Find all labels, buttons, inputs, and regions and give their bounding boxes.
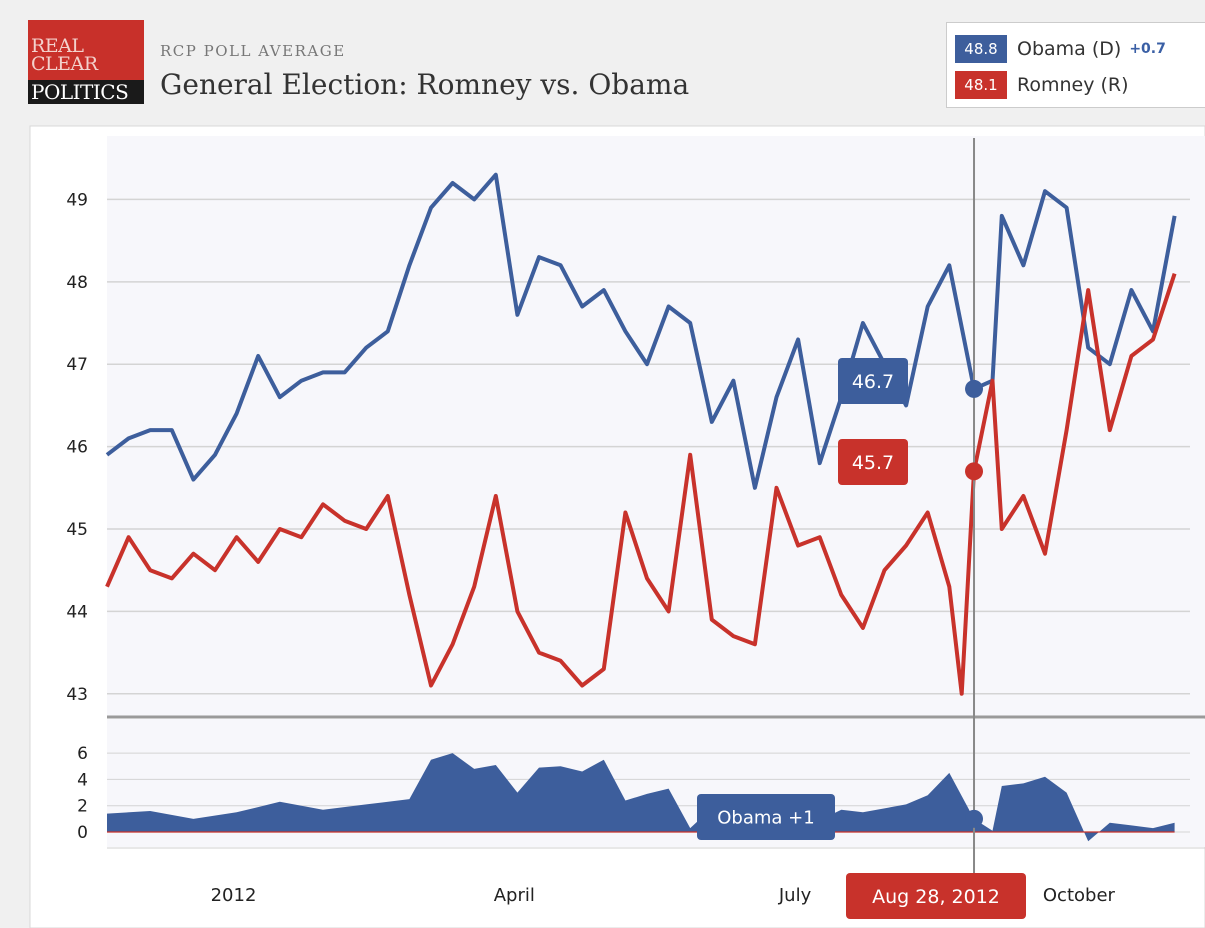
logo-line-politics: POLITICS [28, 80, 144, 104]
main-y-tick-label: 44 [66, 602, 88, 622]
page-title: General Election: Romney vs. Obama [160, 68, 690, 101]
romney-line[interactable] [105, 272, 1177, 696]
main-y-axis: 43 44 45 46 47 48 49 [66, 190, 88, 704]
main-y-tick-label: 49 [66, 190, 88, 210]
main-plot-area [107, 136, 1205, 716]
obama-line[interactable] [105, 172, 1177, 490]
spread-area-shape [107, 753, 1175, 842]
poll-kicker: RCP POLL AVERAGE [160, 42, 346, 60]
romney-legend-label: Romney (R) [1017, 74, 1129, 96]
tooltips: 46.7 45.7 Obama +1 Aug 28, 2012 [697, 358, 1026, 919]
legend-item-obama[interactable]: 48.8 Obama (D) +0.7 [955, 34, 1166, 64]
main-y-tick-label: 45 [66, 520, 88, 540]
obama-marker [965, 379, 984, 398]
spread-y-tick-label: 4 [77, 770, 88, 790]
spread-marker [965, 809, 984, 828]
legend-item-romney[interactable]: 48.1 Romney (R) [955, 70, 1129, 100]
x-tick-label: October [1043, 885, 1116, 906]
main-y-tick-label: 48 [66, 273, 88, 293]
spread-y-tick-label: 6 [77, 744, 88, 764]
date-tooltip-label-bg [846, 873, 1026, 919]
romney-value-badge: 48.1 [955, 71, 1007, 99]
spread-y-axis: 0 2 4 6 [77, 744, 88, 843]
main-y-tick-label: 47 [66, 355, 88, 375]
x-tick-label: July [778, 885, 812, 906]
main-lines [105, 172, 1177, 696]
romney-marker [965, 462, 984, 481]
spread-tooltip-label: Obama +1 [717, 807, 814, 828]
rcp-logo[interactable]: REAL CLEAR POLITICS [28, 20, 144, 104]
x-tick-label: April [494, 885, 535, 906]
x-axis: 2012 April July October [211, 885, 1116, 906]
romney-tooltip-value-bg [838, 439, 908, 485]
spread-area [107, 753, 1175, 842]
obama-tooltip-value-bg [838, 358, 908, 404]
main-y-tick-label: 46 [66, 438, 88, 458]
legend-box: 48.8 Obama (D) +0.7 48.1 Romney (R) [946, 22, 1205, 108]
romney-tooltip-value: 45.7 [852, 452, 894, 474]
spread-tooltip-label-bg [697, 794, 835, 840]
obama-value-badge: 48.8 [955, 35, 1007, 63]
obama-change: +0.7 [1129, 41, 1166, 57]
main-y-tick-label: 43 [66, 685, 88, 705]
spread-y-tick-label: 0 [77, 823, 88, 843]
logo-line-real: REAL [31, 35, 84, 57]
obama-legend-label: Obama (D) [1017, 38, 1122, 60]
crosshair [965, 138, 984, 880]
spread-y-tick-label: 2 [77, 797, 88, 817]
date-tooltip-label: Aug 28, 2012 [872, 886, 1000, 908]
logo-line-clear: CLEAR [31, 53, 98, 75]
obama-tooltip-value: 46.7 [852, 371, 894, 393]
x-tick-label: 2012 [211, 885, 257, 906]
